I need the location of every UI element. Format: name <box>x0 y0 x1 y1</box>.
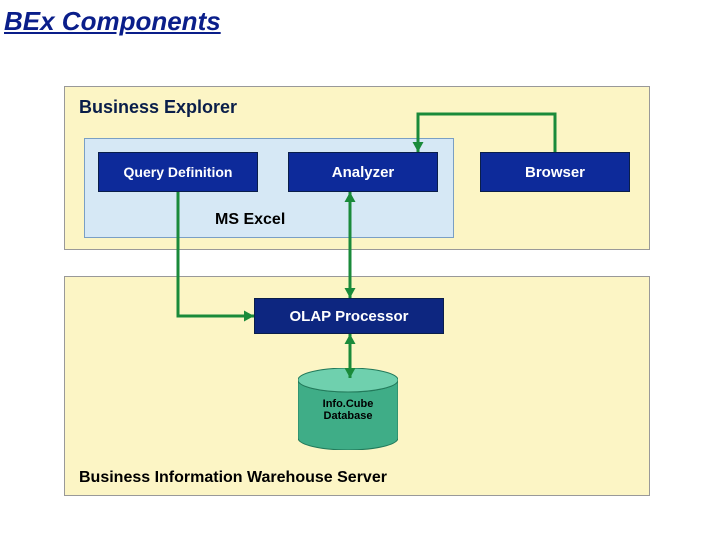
infocube-database-label: Info.Cube Database <box>298 398 398 422</box>
infocube-database-icon: Info.Cube Database <box>298 368 398 450</box>
bottom-panel-label: Business Information Warehouse Server <box>79 469 387 487</box>
query-definition-box: Query Definition <box>98 152 258 192</box>
msexcel-label: MS Excel <box>215 211 285 229</box>
analyzer-label: Analyzer <box>332 164 395 181</box>
infocube-line2: Database <box>324 410 373 422</box>
query-definition-label: Query Definition <box>124 164 233 180</box>
page-title: BEx Components <box>4 6 221 37</box>
olap-processor-box: OLAP Processor <box>254 298 444 334</box>
infocube-line1: Info.Cube <box>323 398 374 410</box>
browser-label: Browser <box>525 164 585 181</box>
top-panel-label: Business Explorer <box>79 97 237 118</box>
olap-processor-label: OLAP Processor <box>290 308 409 325</box>
analyzer-box: Analyzer <box>288 152 438 192</box>
browser-box: Browser <box>480 152 630 192</box>
